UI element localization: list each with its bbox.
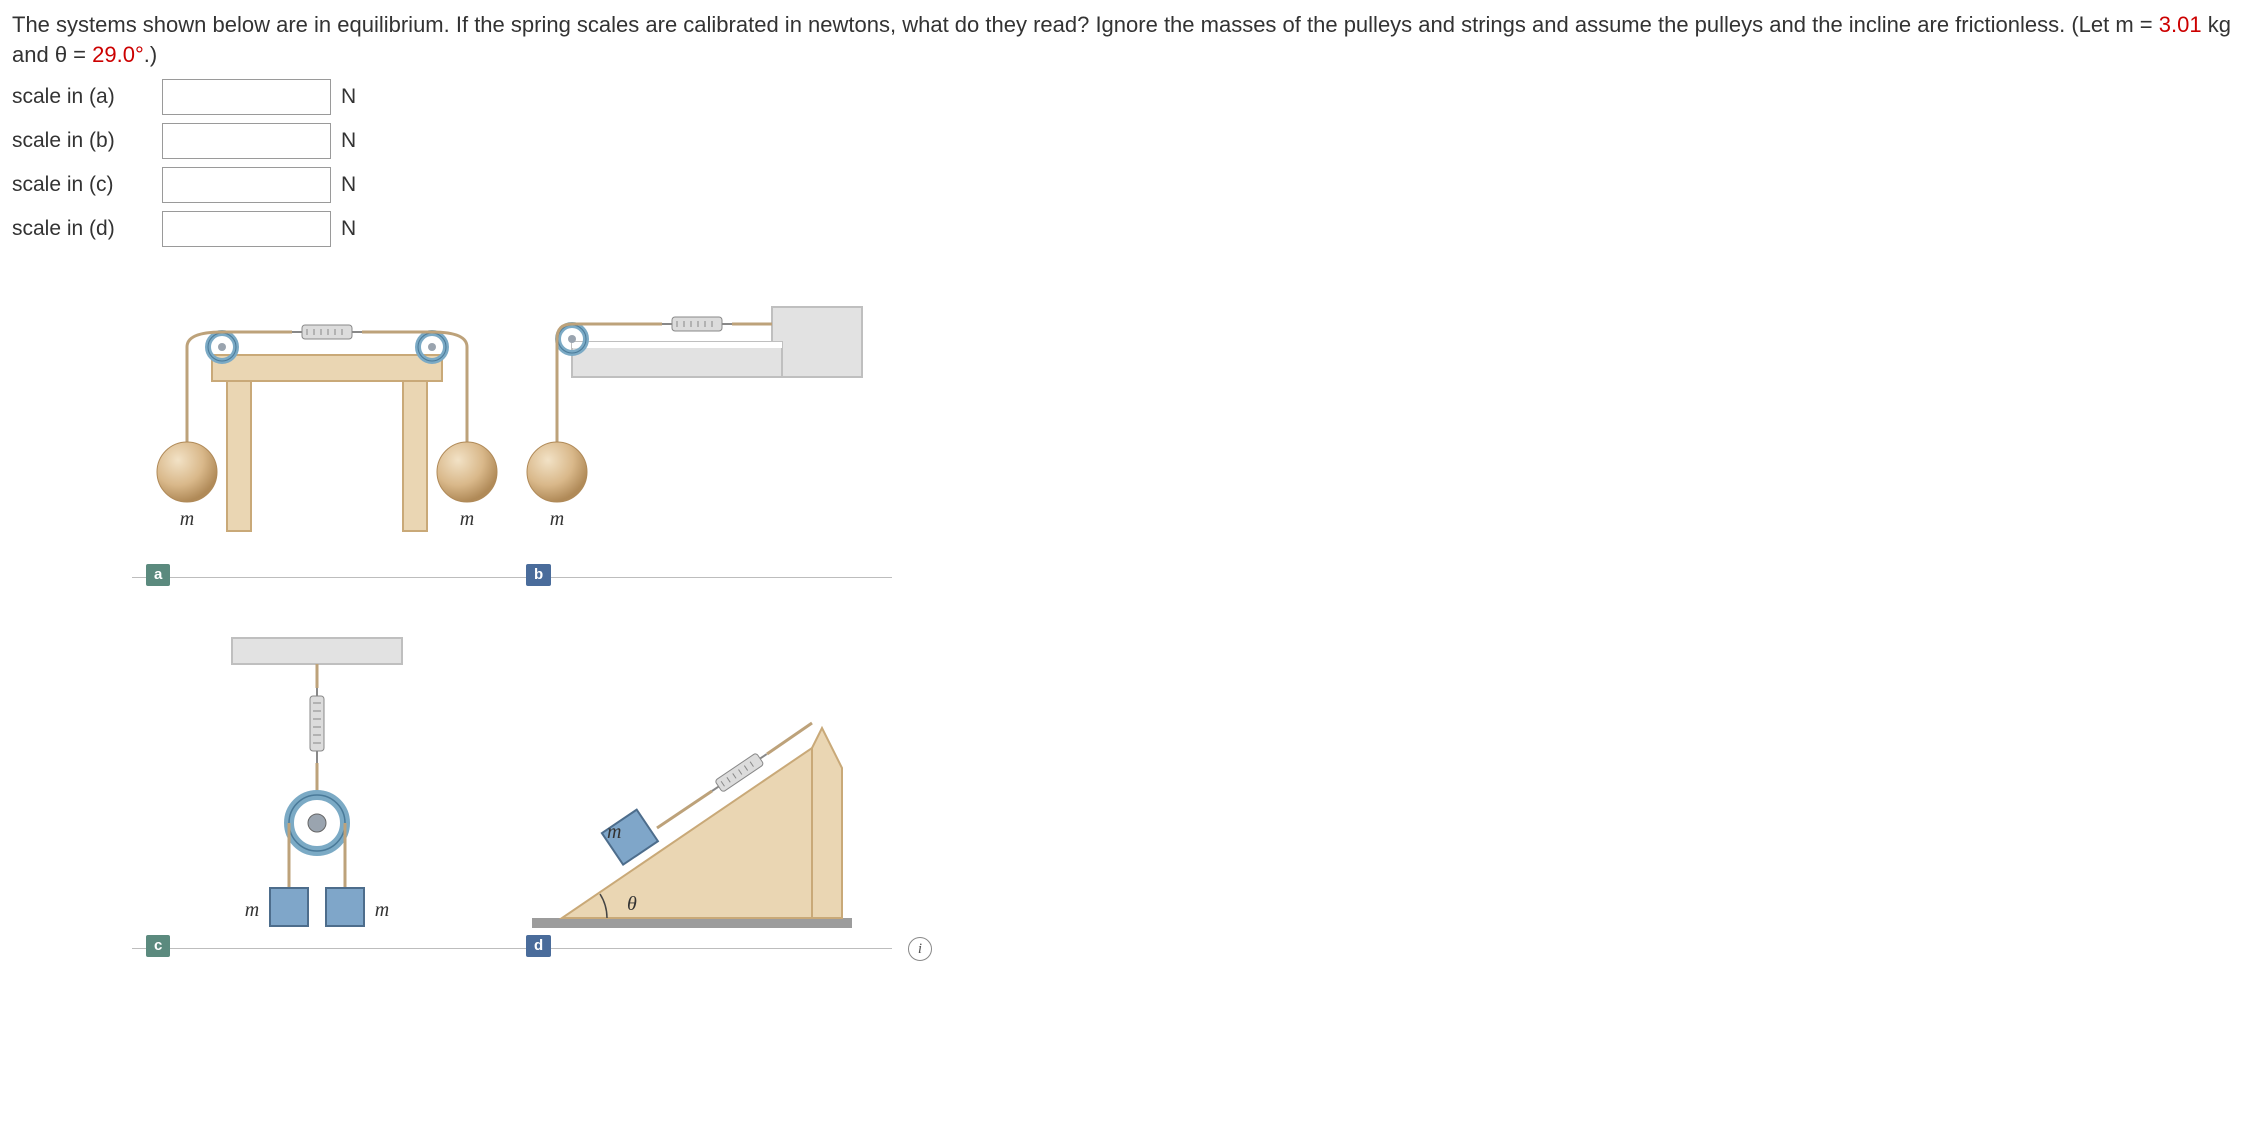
unit-b: N [341, 129, 356, 153]
figure-d-svg: θ m [512, 628, 892, 948]
figure-row-2: m m c θ [132, 628, 1232, 949]
unit-a: N [341, 85, 356, 109]
figure-c-svg: m m [132, 628, 512, 948]
mass-label-a-right: m [460, 508, 474, 530]
question-text-pre: The systems shown below are in equilibri… [12, 12, 2159, 37]
theta-value: 29.0° [92, 42, 144, 67]
figures-area: m m a [132, 287, 1232, 949]
figure-d: θ m [512, 628, 892, 949]
mass-label-d: m [607, 821, 621, 843]
divider-c [132, 948, 512, 949]
answer-inputs: scale in (a) N scale in (b) N scale in (… [12, 79, 2244, 247]
unit-d: N [341, 217, 356, 241]
problem-page: The systems shown below are in equilibri… [0, 0, 2256, 959]
figure-c: m m c [132, 628, 512, 949]
label-scale-a: scale in (a) [12, 85, 162, 109]
mass-value: 3.01 [2159, 12, 2202, 37]
input-row-a: scale in (a) N [12, 79, 2244, 115]
mass-label-b: m [550, 508, 564, 530]
figure-label-b: b [526, 564, 551, 586]
figure-label-c: c [146, 935, 170, 957]
input-scale-c[interactable] [162, 167, 331, 203]
question-text: The systems shown below are in equilibri… [12, 10, 2244, 69]
figure-label-a: a [146, 564, 170, 586]
info-icon[interactable]: i [908, 937, 932, 961]
input-scale-b[interactable] [162, 123, 331, 159]
label-scale-d: scale in (d) [12, 217, 162, 241]
input-scale-d[interactable] [162, 211, 331, 247]
divider-a [132, 577, 512, 578]
input-scale-a[interactable] [162, 79, 331, 115]
figure-row-1: m m a [132, 287, 1232, 578]
input-row-d: scale in (d) N [12, 211, 2244, 247]
mass-label-c-right: m [375, 899, 389, 921]
figure-b: m b [512, 287, 892, 578]
spring-scale-a [292, 325, 362, 339]
divider-d [512, 948, 892, 949]
divider-b [512, 577, 892, 578]
figure-label-d: d [526, 935, 551, 957]
mass-label-c-left: m [245, 899, 259, 921]
angle-label-d: θ [627, 893, 637, 915]
spring-scale-b [662, 317, 732, 331]
unit-c: N [341, 173, 356, 197]
input-row-c: scale in (c) N [12, 167, 2244, 203]
mass-label-a-left: m [180, 508, 194, 530]
figure-a: m m a [132, 287, 512, 578]
figure-b-svg: m [512, 287, 892, 577]
spring-scale-c [310, 688, 324, 763]
figure-a-svg: m m [132, 287, 512, 577]
input-row-b: scale in (b) N [12, 123, 2244, 159]
label-scale-c: scale in (c) [12, 173, 162, 197]
label-scale-b: scale in (b) [12, 129, 162, 153]
question-text-post: .) [144, 42, 157, 67]
